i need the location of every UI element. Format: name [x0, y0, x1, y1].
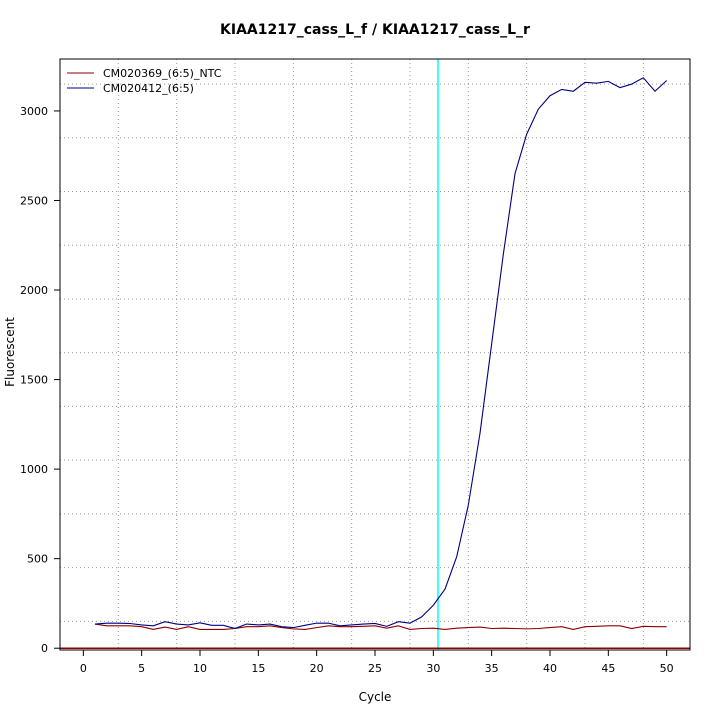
y-axis: 0 500 1000 1500 2000 2500 3000 — [20, 105, 60, 655]
x-tick-label: 15 — [251, 662, 265, 675]
x-tick-label: 30 — [426, 662, 440, 675]
chart-title: KIAA1217_cass_L_f / KIAA1217_cass_L_r — [220, 22, 530, 38]
x-axis: 0 5 10 15 20 25 30 35 40 45 50 — [80, 650, 674, 675]
y-tick-label: 1500 — [20, 374, 48, 387]
x-tick-label: 20 — [310, 662, 324, 675]
legend-label-0: CM020369_(6:5)_NTC — [103, 67, 222, 80]
y-tick-label: 0 — [41, 642, 48, 655]
series-lines — [94, 77, 668, 630]
series-line-1 — [94, 77, 668, 630]
y-tick-label: 2500 — [20, 194, 48, 207]
y-tick-label: 2000 — [20, 284, 48, 297]
y-tick-label: 1000 — [20, 463, 48, 476]
x-tick-label: 50 — [660, 662, 674, 675]
x-tick-label: 25 — [368, 662, 382, 675]
legend-label-1: CM020412_(6:5) — [103, 82, 194, 95]
x-tick-label: 45 — [601, 662, 615, 675]
x-tick-label: 0 — [80, 662, 87, 675]
grid — [60, 59, 690, 650]
y-tick-label: 500 — [27, 553, 48, 566]
series-line-0 — [94, 623, 667, 630]
x-axis-label: Cycle — [359, 690, 392, 704]
y-tick-label: 3000 — [20, 105, 48, 118]
legend: CM020369_(6:5)_NTC CM020412_(6:5) — [67, 67, 222, 95]
y-axis-label: Fluorescent — [3, 317, 17, 387]
x-tick-label: 10 — [193, 662, 207, 675]
x-tick-label: 40 — [543, 662, 557, 675]
threshold-line-group — [60, 59, 690, 650]
x-tick-label: 5 — [138, 662, 145, 675]
x-tick-label: 35 — [485, 662, 499, 675]
